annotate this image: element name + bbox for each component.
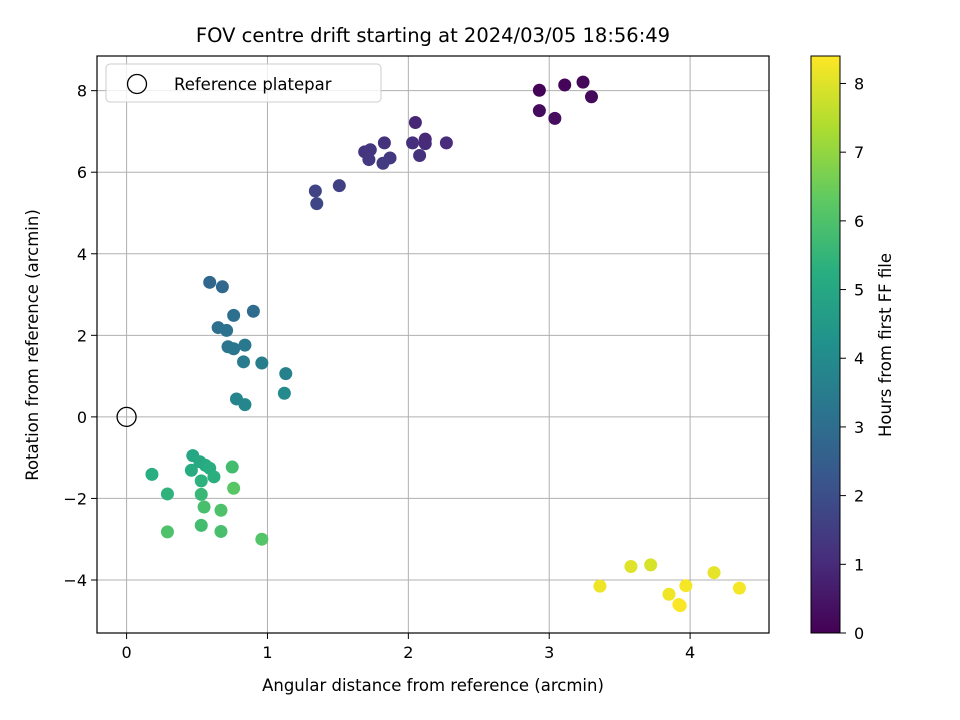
colorbar-label: Hours from first FF file: [876, 253, 895, 437]
y-tick-label: −2: [63, 489, 87, 508]
data-point: [406, 136, 420, 150]
data-point: [332, 179, 346, 193]
data-point: [238, 338, 252, 352]
data-point: [363, 143, 377, 157]
x-tick-label: 4: [685, 643, 695, 662]
data-point: [227, 308, 241, 322]
data-point: [732, 581, 746, 595]
data-point: [673, 599, 687, 613]
data-point: [277, 386, 291, 400]
y-tick-label: 0: [77, 408, 87, 427]
chart-title: FOV centre drift starting at 2024/03/05 …: [196, 24, 670, 47]
data-point: [246, 304, 260, 318]
data-point: [624, 560, 638, 574]
data-point: [215, 280, 229, 294]
data-point: [418, 137, 432, 151]
data-point: [207, 470, 221, 484]
data-point: [194, 474, 208, 488]
data-point: [310, 197, 324, 211]
colorbar-ticks: 0 1 2 3 4 5 6 7 8: [840, 74, 864, 643]
data-point: [308, 184, 322, 198]
data-point: [203, 275, 217, 289]
data-point: [644, 558, 658, 572]
data-point: [160, 487, 174, 501]
data-point: [214, 503, 228, 517]
data-point: [194, 487, 208, 501]
data-point: [237, 355, 251, 369]
data-point: [408, 115, 422, 129]
colorbar: 0 1 2 3 4 5 6 7 8 Hours from first FF file: [810, 55, 895, 643]
data-point: [558, 78, 572, 92]
plot-frame: [96, 55, 770, 634]
data-point: [255, 356, 269, 370]
y-tick-label: 8: [77, 82, 87, 101]
reference-point-marker: [116, 406, 137, 428]
colorbar-tick-label: 4: [854, 349, 864, 368]
legend-box: [105, 63, 382, 103]
data-point: [225, 460, 239, 474]
colorbar-tick-label: 5: [854, 281, 864, 300]
data-point: [197, 500, 211, 514]
grid-lines: [97, 56, 769, 633]
data-point: [145, 467, 159, 481]
data-point: [576, 75, 590, 89]
data-point: [662, 587, 676, 601]
colorbar-tick-label: 6: [854, 212, 864, 231]
legend: Reference platepar: [105, 63, 382, 103]
data-point: [548, 111, 562, 125]
x-tick-label: 0: [121, 643, 131, 662]
data-point: [238, 398, 252, 412]
data-point: [593, 579, 607, 593]
data-point: [194, 518, 208, 532]
colorbar-tick-label: 2: [854, 487, 864, 506]
data-point: [377, 136, 391, 150]
colorbar-gradient: [810, 55, 841, 634]
data-point: [220, 323, 234, 337]
x-tick-label: 2: [403, 643, 413, 662]
legend-reference-marker: [126, 73, 148, 95]
legend-entry-reference: Reference platepar: [174, 75, 332, 94]
data-point: [214, 524, 228, 538]
data-point: [362, 153, 376, 167]
data-point: [679, 579, 693, 593]
y-tick-label: 2: [77, 326, 87, 345]
y-tick-label: −4: [63, 571, 87, 590]
colorbar-tick-label: 8: [854, 74, 864, 93]
data-point: [160, 525, 174, 539]
y-tick-label: 6: [77, 163, 87, 182]
colorbar-tick-label: 7: [854, 143, 864, 162]
data-point: [413, 148, 427, 162]
data-point: [707, 566, 721, 580]
y-axis-label: Rotation from reference (arcmin): [23, 209, 42, 481]
x-tick-label: 1: [262, 643, 272, 662]
data-point: [227, 481, 241, 495]
data-point: [584, 90, 598, 104]
data-point: [279, 367, 293, 381]
x-axis-label: Angular distance from reference (arcmin): [262, 676, 604, 695]
colorbar-tick-label: 3: [854, 418, 864, 437]
data-point: [255, 532, 269, 546]
colorbar-tick-label: 0: [854, 624, 864, 643]
x-tick-label: 3: [544, 643, 554, 662]
data-point: [439, 136, 453, 150]
data-point: [532, 83, 546, 97]
y-axis-ticks: −4 −2 0 2 4 6 8: [63, 82, 97, 590]
data-points: [145, 75, 746, 613]
data-point: [227, 342, 241, 356]
y-tick-label: 4: [77, 245, 87, 264]
x-axis-ticks: 0 1 2 3 4: [121, 633, 695, 662]
data-point: [184, 463, 198, 477]
colorbar-tick-label: 1: [854, 555, 864, 574]
data-point: [532, 104, 546, 118]
data-point: [376, 156, 390, 170]
